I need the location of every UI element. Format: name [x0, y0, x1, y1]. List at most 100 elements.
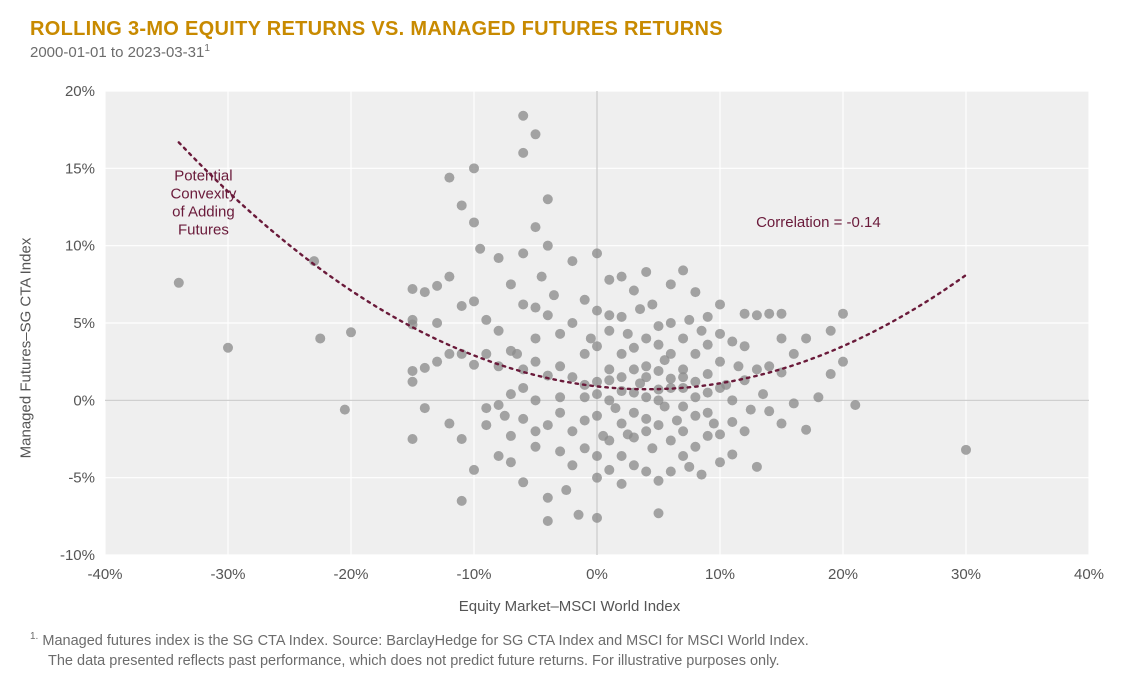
scatter-point [481, 315, 491, 325]
scatter-point [580, 415, 590, 425]
footnote-line1: Managed futures index is the SG CTA Inde… [42, 632, 808, 648]
scatter-point [610, 403, 620, 413]
scatter-point [641, 333, 651, 343]
scatter-point [654, 476, 664, 486]
scatter-point [813, 392, 823, 402]
scatter-point [678, 451, 688, 461]
scatter-point [518, 414, 528, 424]
scatter-point [715, 429, 725, 439]
scatter-point [346, 327, 356, 337]
scatter-point [629, 408, 639, 418]
scatter-point [543, 420, 553, 430]
scatter-point [617, 451, 627, 461]
scatter-point [715, 329, 725, 339]
scatter-point [703, 340, 713, 350]
scatter-point [715, 299, 725, 309]
scatter-point [703, 431, 713, 441]
scatter-point [531, 222, 541, 232]
scatter-point [684, 462, 694, 472]
y-tick-label: 5% [73, 315, 95, 332]
scatter-point [647, 443, 657, 453]
scatter-point [740, 309, 750, 319]
scatter-point [469, 296, 479, 306]
scatter-point [678, 426, 688, 436]
subtitle-footnote-ref: 1 [204, 43, 210, 54]
scatter-point [512, 349, 522, 359]
scatter-point [481, 349, 491, 359]
scatter-point [727, 337, 737, 347]
scatter-point [703, 408, 713, 418]
scatter-point [684, 315, 694, 325]
scatter-point [635, 304, 645, 314]
scatter-point [518, 148, 528, 158]
x-tick-label: -40% [87, 566, 122, 583]
scatter-point [506, 389, 516, 399]
scatter-point [444, 173, 454, 183]
scatter-point [543, 493, 553, 503]
scatter-point [580, 349, 590, 359]
scatter-point [641, 414, 651, 424]
scatter-point [838, 357, 848, 367]
scatter-point [740, 341, 750, 351]
scatter-point [531, 333, 541, 343]
scatter-point [567, 426, 577, 436]
scatter-point [604, 375, 614, 385]
scatter-point [531, 442, 541, 452]
scatter-point [223, 343, 233, 353]
scatter-point [801, 425, 811, 435]
x-tick-label: 40% [1074, 566, 1104, 583]
scatter-point [641, 466, 651, 476]
scatter-point [592, 306, 602, 316]
scatter-point [580, 295, 590, 305]
scatter-point [690, 349, 700, 359]
scatter-point [660, 402, 670, 412]
scatter-point [500, 411, 510, 421]
scatter-point [623, 329, 633, 339]
scatter-point [666, 349, 676, 359]
scatter-point [432, 318, 442, 328]
scatter-point [654, 366, 664, 376]
scatter-point [641, 426, 651, 436]
scatter-point [709, 419, 719, 429]
scatter-point [567, 256, 577, 266]
scatter-point [518, 111, 528, 121]
scatter-point [690, 377, 700, 387]
scatter-point [543, 241, 553, 251]
scatter-point [789, 398, 799, 408]
chart-container: Managed Futures–SG CTA Index -40%-30%-20… [30, 83, 1109, 613]
scatter-point [580, 392, 590, 402]
scatter-point [740, 426, 750, 436]
page-subtitle: 2000-01-01 to 2023-03-311 [30, 43, 1109, 61]
scatter-point [432, 357, 442, 367]
scatter-point [604, 465, 614, 475]
scatter-point [758, 389, 768, 399]
scatter-point [444, 419, 454, 429]
scatter-point [531, 129, 541, 139]
x-tick-label: 10% [705, 566, 735, 583]
scatter-point [752, 310, 762, 320]
scatter-point [826, 369, 836, 379]
scatter-point [666, 436, 676, 446]
scatter-point [629, 460, 639, 470]
scatter-point [703, 312, 713, 322]
scatter-point [801, 333, 811, 343]
scatter-point [617, 272, 627, 282]
page: ROLLING 3-MO EQUITY RETURNS VS. MANAGED … [0, 0, 1139, 685]
scatter-point [543, 516, 553, 526]
scatter-point [752, 364, 762, 374]
scatter-chart: -40%-30%-20%-10%0%10%20%30%40%-10%-5%0%5… [30, 83, 1109, 613]
y-tick-label: 0% [73, 392, 95, 409]
scatter-point [697, 326, 707, 336]
scatter-point [678, 402, 688, 412]
scatter-point [604, 275, 614, 285]
scatter-point [592, 248, 602, 258]
scatter-point [654, 340, 664, 350]
scatter-point [469, 163, 479, 173]
scatter-point [457, 301, 467, 311]
scatter-point [549, 290, 559, 300]
scatter-point [764, 309, 774, 319]
scatter-point [420, 287, 430, 297]
scatter-point [567, 460, 577, 470]
scatter-point [494, 451, 504, 461]
scatter-point [672, 415, 682, 425]
